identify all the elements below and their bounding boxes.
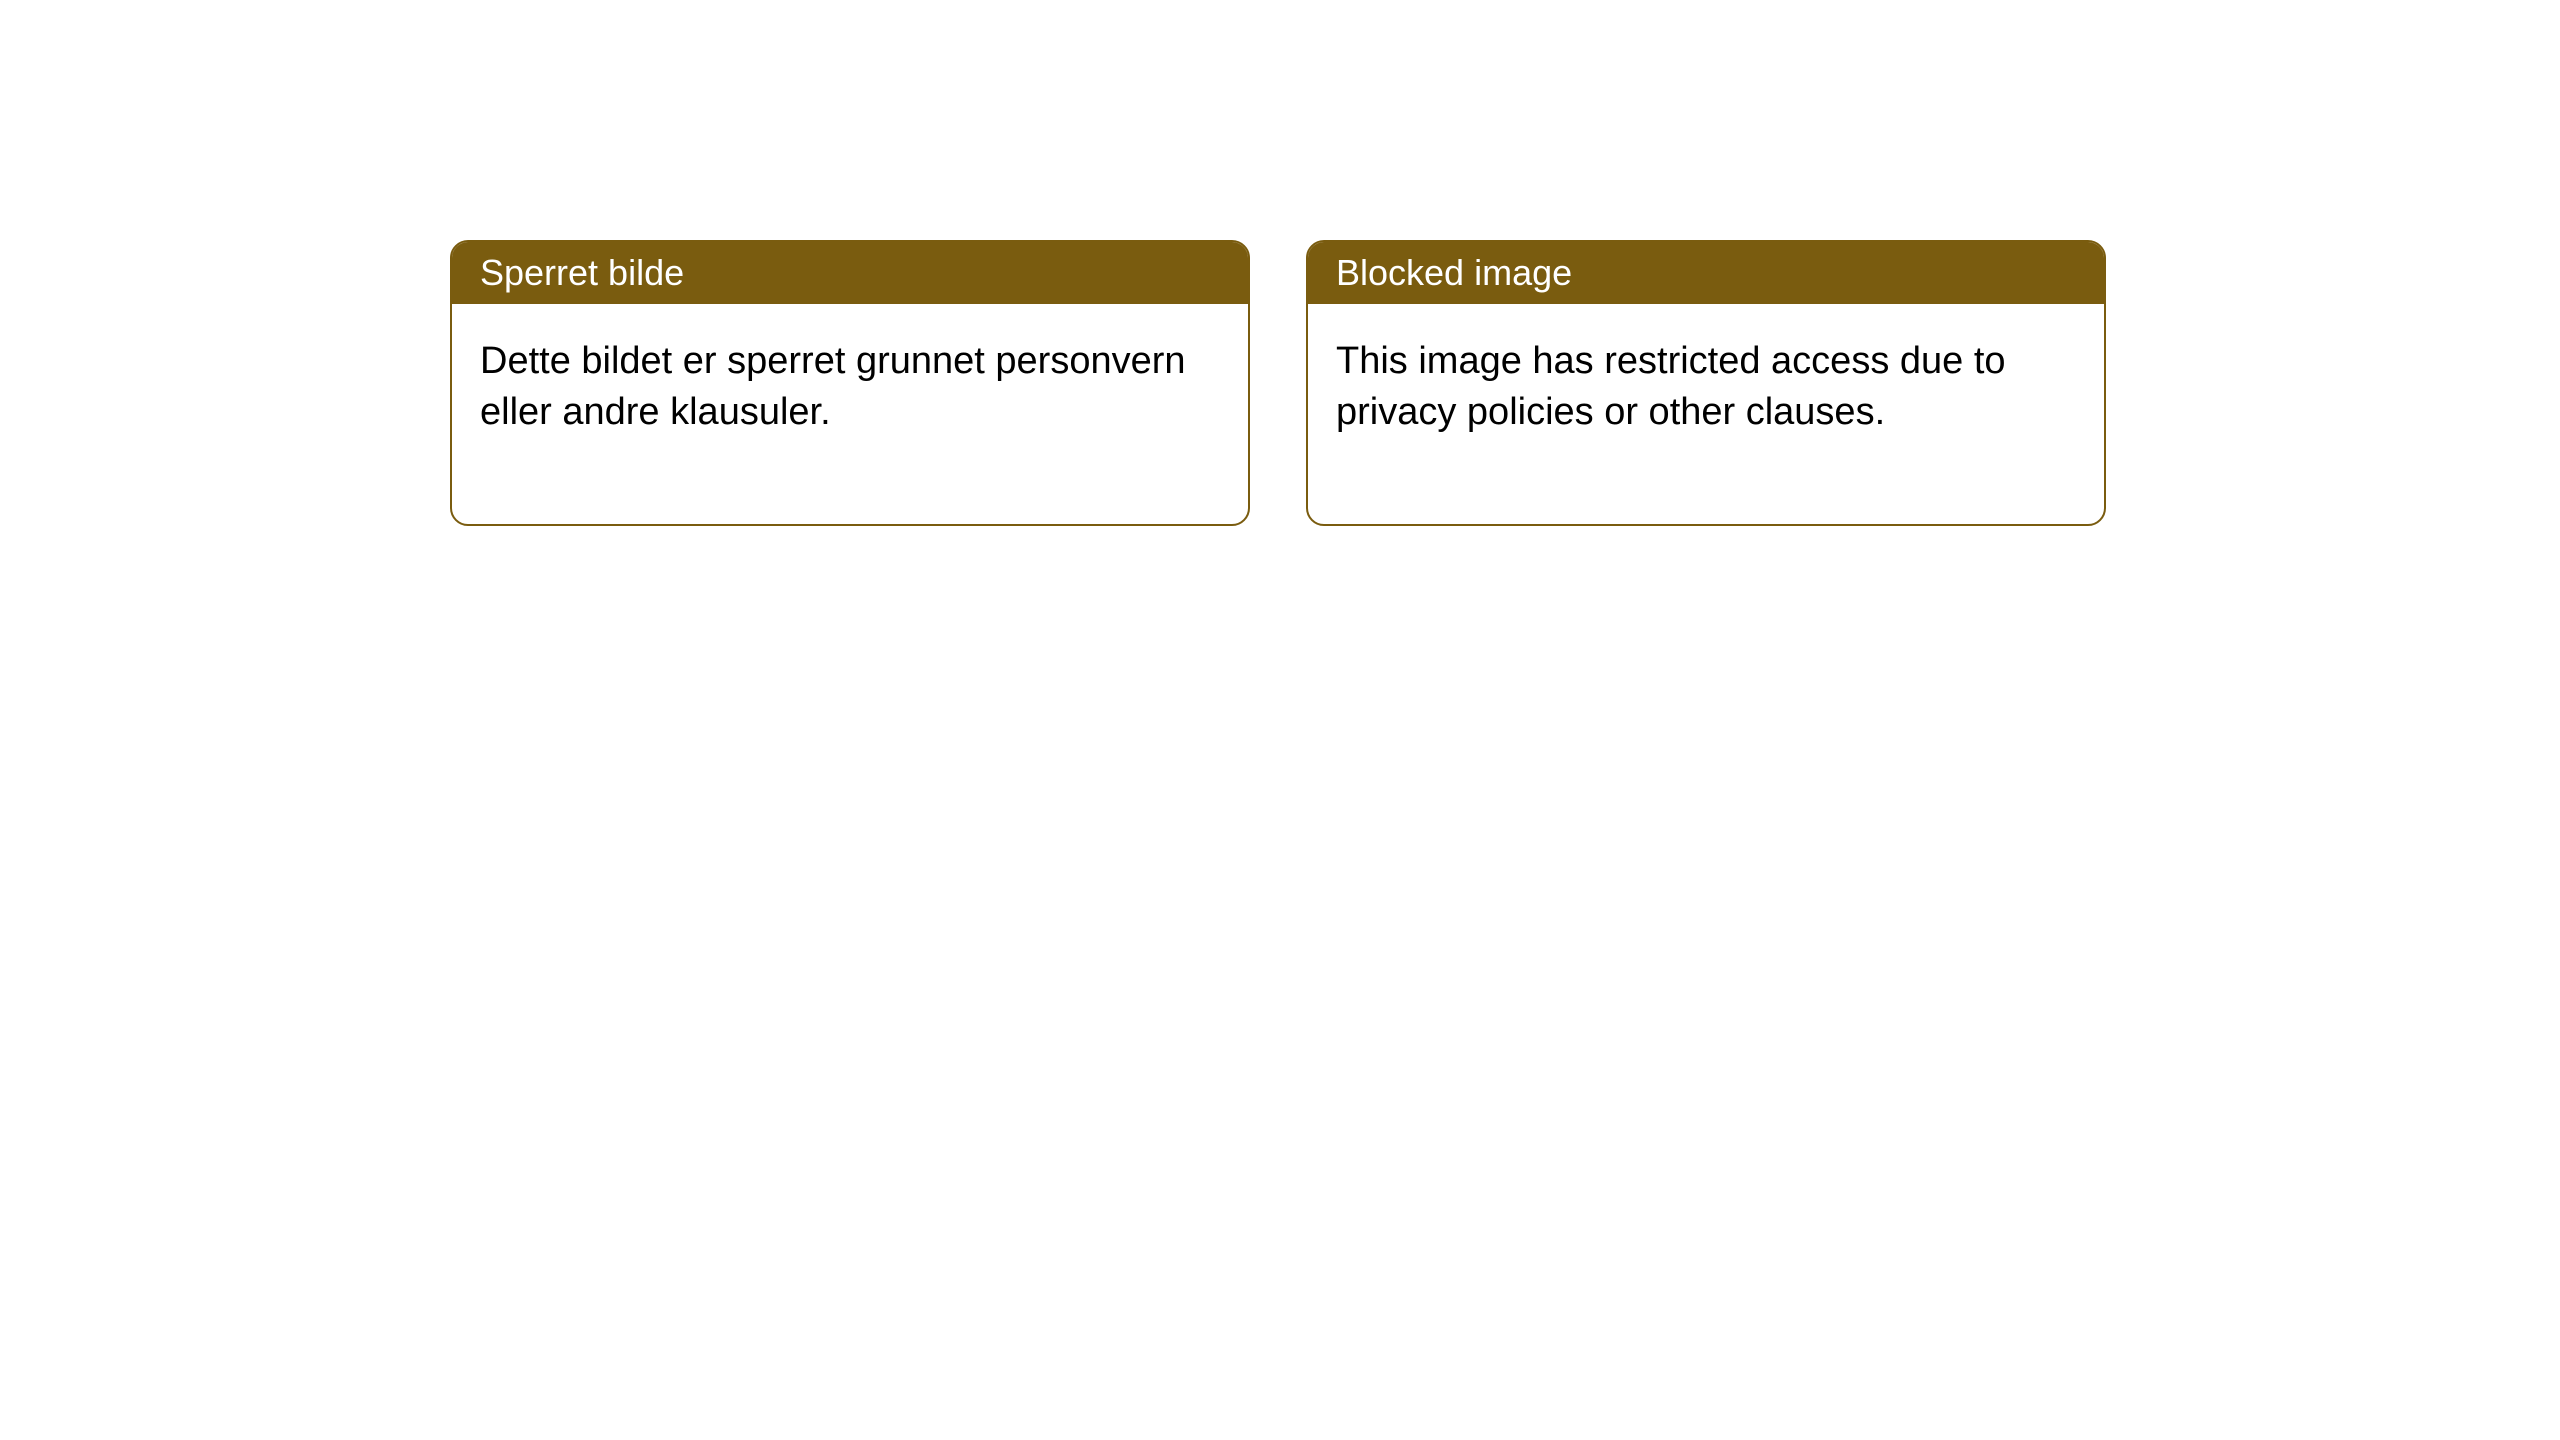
notice-body-text: This image has restricted access due to … <box>1336 340 2006 433</box>
notice-title: Sperret bilde <box>480 252 684 293</box>
notice-body: This image has restricted access due to … <box>1308 304 2104 524</box>
notice-card-norwegian: Sperret bilde Dette bildet er sperret gr… <box>450 240 1250 526</box>
notice-body: Dette bildet er sperret grunnet personve… <box>452 304 1248 524</box>
notice-header: Blocked image <box>1308 242 2104 304</box>
notice-header: Sperret bilde <box>452 242 1248 304</box>
notice-card-english: Blocked image This image has restricted … <box>1306 240 2106 526</box>
notice-container: Sperret bilde Dette bildet er sperret gr… <box>450 240 2106 526</box>
notice-title: Blocked image <box>1336 252 1572 293</box>
notice-body-text: Dette bildet er sperret grunnet personve… <box>480 340 1186 433</box>
